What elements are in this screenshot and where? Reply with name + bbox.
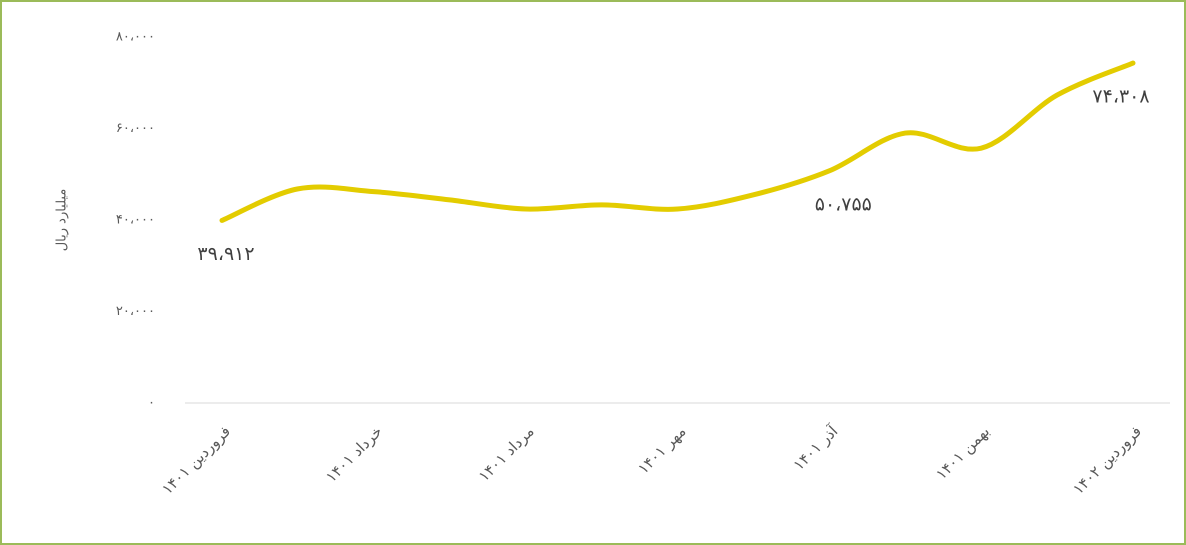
y-tick-label: ۴۰،۰۰۰ <box>116 213 155 228</box>
data-label: ۷۴،۳۰۸ <box>1092 86 1149 108</box>
y-tick-label: ۰ <box>148 396 155 411</box>
y-axis-label: میلیارد ریال <box>55 189 70 252</box>
line-series <box>219 60 1136 223</box>
data-label: ۳۹،۹۱۲ <box>197 243 254 265</box>
y-tick-label: ۸۰،۰۰۰ <box>116 30 155 45</box>
y-tick-label: ۲۰،۰۰۰ <box>116 304 155 319</box>
y-tick-label: ۶۰،۰۰۰ <box>116 121 155 136</box>
data-label: ۵۰،۷۵۵ <box>815 193 872 215</box>
